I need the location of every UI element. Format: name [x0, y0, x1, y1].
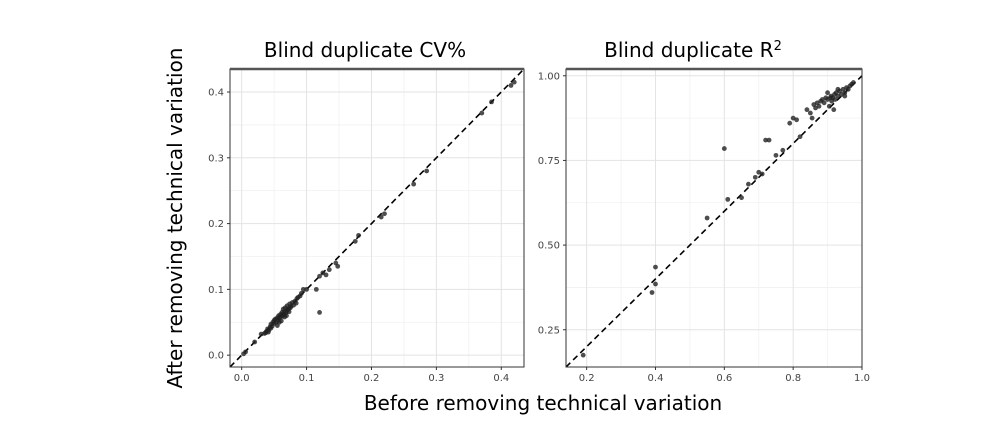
r2-data-point — [780, 147, 786, 153]
r2-data-point — [766, 137, 772, 143]
cv-data-point — [335, 263, 341, 269]
cv-data-point — [378, 214, 384, 220]
r2-x-tick-label: 1.0 — [854, 373, 870, 384]
r2-y-tick-label: 0.50 — [538, 241, 560, 252]
r2-data-point — [850, 80, 856, 85]
cv-y-tick-label: 0.1 — [208, 285, 224, 296]
cv-x-tick-label: 0.1 — [299, 373, 315, 384]
r2-data-point — [653, 264, 658, 270]
r2-data-point — [826, 103, 832, 109]
x-axis-label: Before removing technical variation — [364, 391, 722, 415]
cv-panel: 0.0 0.1 0.2 0.3 0.4 0.0 0.1 0.2 0.3 0.4 — [208, 67, 525, 384]
r2-panel-title: Blind duplicate R2 — [604, 38, 782, 62]
cv-y-tick-label: 0.2 — [208, 219, 224, 230]
r2-panel: 0.2 0.4 0.6 0.8 1.0 0.25 0.50 0.75 1.00 — [538, 67, 870, 384]
r2-data-point — [821, 100, 827, 106]
y-axis-label: After removing technical variation — [163, 48, 187, 389]
cv-x-tick-label: 0.3 — [428, 373, 444, 384]
r2-data-point — [649, 290, 655, 295]
r2-data-point — [752, 174, 758, 180]
cv-data-point — [243, 349, 248, 355]
cv-data-point — [268, 325, 274, 331]
cv-data-point — [298, 290, 304, 296]
r2-data-point — [773, 152, 779, 158]
r2-y-tick-label: 0.25 — [538, 325, 560, 336]
r2-data-point — [835, 86, 841, 92]
r2-data-point — [704, 215, 710, 221]
r2-y-tick-label: 0.75 — [538, 156, 560, 167]
r2-data-point — [842, 93, 848, 99]
cv-data-point — [286, 309, 292, 315]
r2-data-point — [746, 181, 751, 187]
r2-data-point — [825, 90, 830, 96]
cv-data-point — [317, 273, 322, 279]
cv-data-point — [382, 211, 387, 217]
r2-x-tick-label: 0.4 — [648, 373, 664, 384]
r2-data-point — [787, 120, 793, 126]
r2-data-point — [653, 281, 658, 287]
cv-data-point — [479, 110, 485, 116]
r2-data-point — [816, 103, 822, 109]
cv-x-tick-label: 0.0 — [234, 373, 250, 384]
cv-y-tick-label: 0.0 — [208, 351, 224, 362]
cv-data-point — [252, 339, 258, 345]
cv-data-point — [263, 330, 269, 336]
cv-data-point — [508, 83, 514, 88]
r2-data-point — [807, 110, 813, 116]
cv-data-point — [293, 300, 299, 306]
r2-data-point — [721, 146, 727, 151]
r2-data-point — [794, 117, 800, 123]
r2-y-tick-label: 1.00 — [538, 71, 560, 82]
cv-data-point — [356, 233, 361, 238]
r2-data-point — [832, 97, 838, 102]
r2-data-point — [759, 171, 765, 177]
r2-title-superscript: 2 — [774, 39, 782, 54]
cv-data-point — [424, 168, 430, 174]
r2-data-point — [831, 107, 837, 113]
cv-data-point — [284, 313, 289, 319]
r2-data-point — [580, 352, 586, 358]
cv-x-tick-label: 0.2 — [364, 373, 380, 384]
cv-data-point — [411, 181, 417, 187]
cv-data-point — [313, 286, 319, 292]
r2-data-point — [763, 137, 769, 143]
cv-panel-title: Blind duplicate CV% — [264, 38, 466, 62]
cv-data-point — [317, 309, 322, 315]
cv-y-tick-label: 0.4 — [208, 88, 224, 99]
cv-data-point — [304, 286, 309, 292]
r2-data-point — [797, 134, 803, 140]
cv-data-point — [489, 99, 494, 105]
r2-data-point — [827, 95, 833, 101]
cv-data-point — [352, 238, 358, 244]
cv-y-tick-label: 0.3 — [208, 153, 224, 164]
r2-data-point — [725, 196, 731, 202]
r2-x-tick-label: 0.6 — [716, 373, 732, 384]
r2-data-point — [739, 195, 744, 201]
cv-data-point — [326, 267, 332, 273]
r2-title-text: Blind duplicate R — [604, 38, 773, 62]
cv-x-tick-label: 0.4 — [493, 373, 509, 384]
r2-x-tick-label: 0.8 — [785, 373, 801, 384]
cv-data-point — [323, 272, 329, 278]
r2-x-tick-label: 0.2 — [579, 373, 595, 384]
r2-data-point — [842, 90, 848, 96]
cv-data-point — [278, 318, 284, 324]
r2-data-point — [804, 107, 810, 113]
cv-data-point — [511, 79, 517, 85]
r2-data-point — [809, 115, 815, 121]
